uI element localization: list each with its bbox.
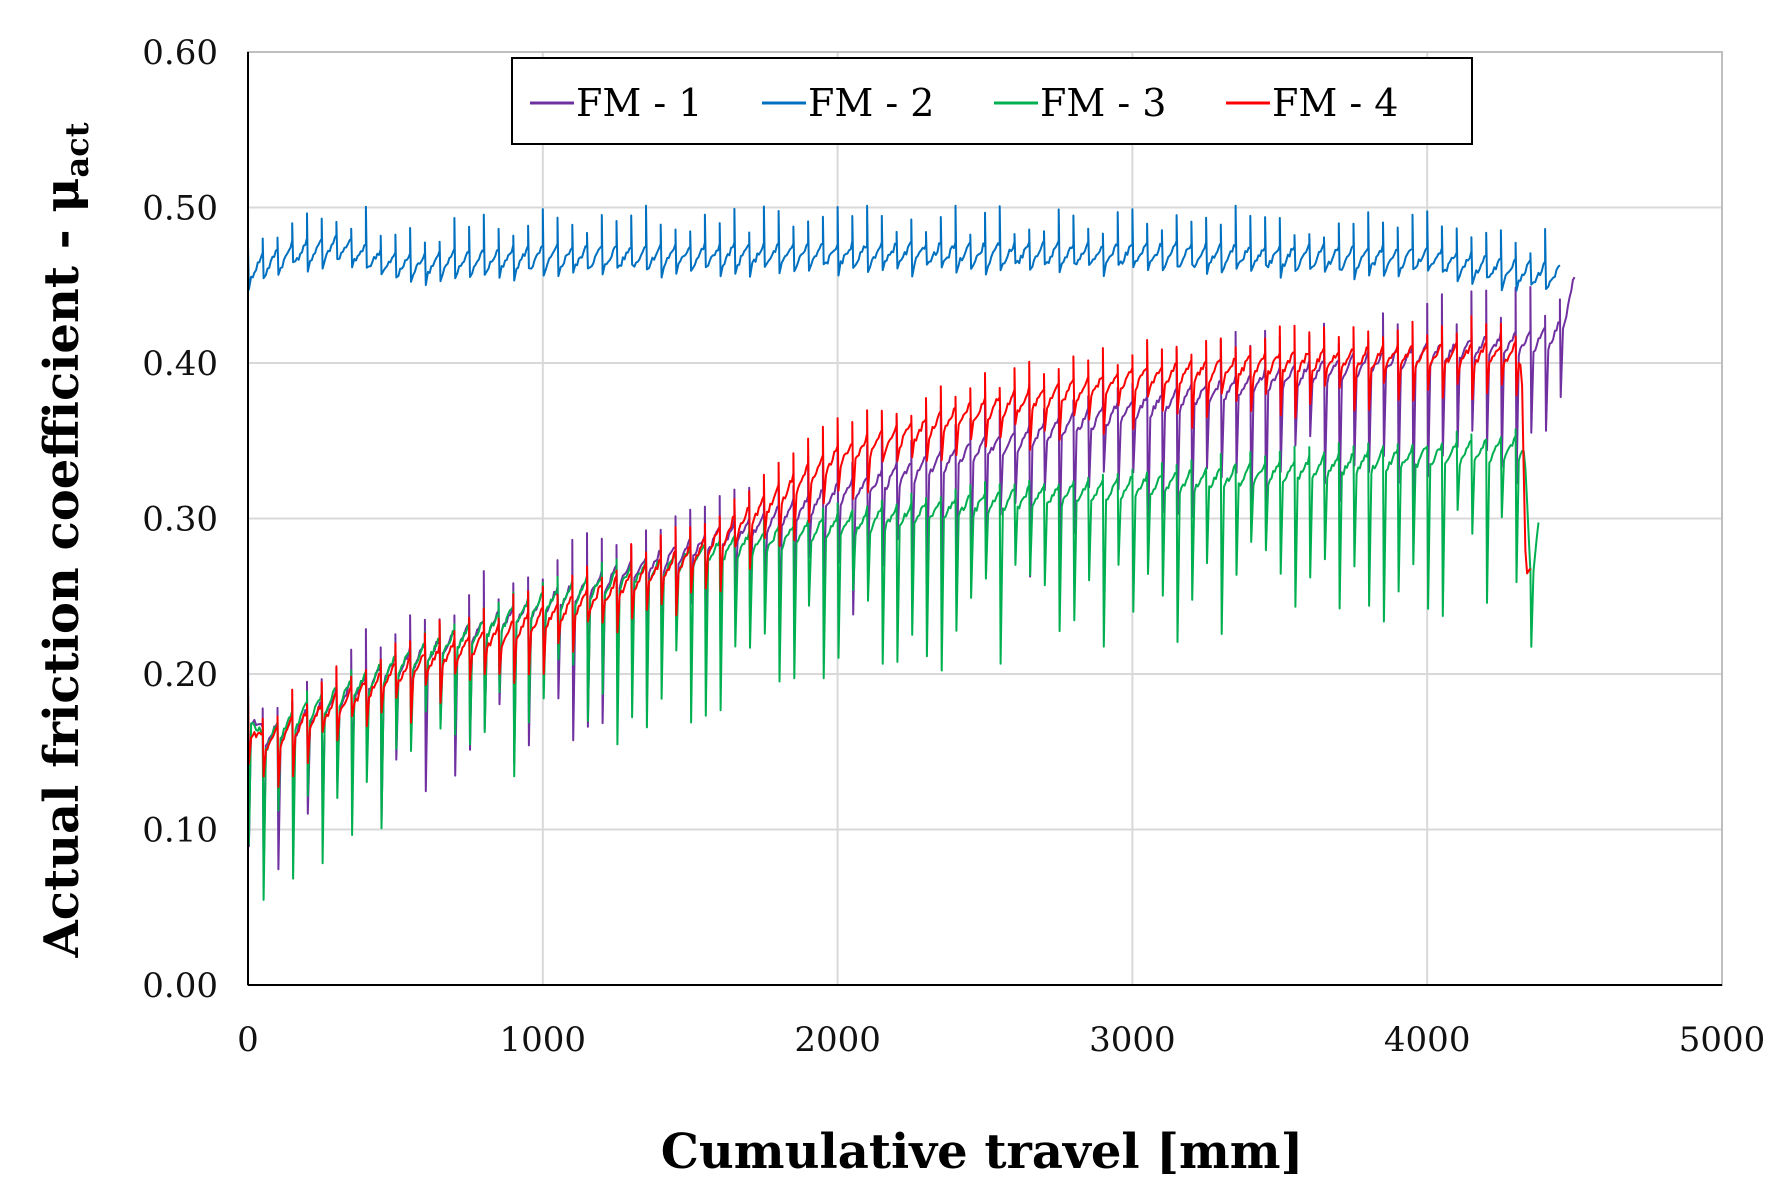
- y-axis-title-main: Actual friction coefficient -: [34, 213, 90, 959]
- y-tick-label: 0.00: [142, 966, 218, 1006]
- x-axis-title: Cumulative travel [mm]: [661, 1124, 1304, 1177]
- x-tick-label: 4000: [1384, 1020, 1471, 1060]
- legend: FM - 1 FM - 2 FM - 3 FM - 4: [511, 57, 1473, 145]
- y-tick-label: 0.40: [142, 344, 218, 384]
- y-tick-label: 0.10: [142, 811, 218, 851]
- legend-box: [511, 57, 1473, 145]
- y-axis-title-subscript: act: [58, 122, 96, 177]
- y-tick-label: 0.50: [142, 189, 218, 229]
- series-line-fm-2: [247, 204, 1561, 292]
- y-axis-title-symbol: μ: [34, 178, 90, 213]
- y-tick-label: 0.30: [142, 500, 218, 540]
- y-tick-label: 0.20: [142, 655, 218, 695]
- legend-label-fm-2: FM - 2: [808, 81, 934, 125]
- series-line-fm-3: [247, 428, 1540, 901]
- axes: [247, 51, 1723, 986]
- x-tick-label: 3000: [1089, 1020, 1176, 1060]
- legend-label-fm-4: FM - 4: [1272, 81, 1398, 125]
- x-tick-label: 0: [237, 1020, 259, 1060]
- legend-label-fm-3: FM - 3: [1040, 81, 1166, 125]
- legend-label-fm-1: FM - 1: [576, 81, 702, 125]
- series-line-fm-4: [247, 315, 1532, 788]
- y-axis-title: Actual friction coefficient - μact: [34, 122, 96, 958]
- y-tick-label: 0.60: [142, 33, 218, 73]
- series-layer: [247, 204, 1576, 901]
- x-tick-label: 2000: [794, 1020, 881, 1060]
- x-tick-label: 1000: [500, 1020, 587, 1060]
- x-tick-label: 5000: [1679, 1020, 1766, 1060]
- tick-labels: 0.00 0.10 0.20 0.30 0.40 0.50 0.60 0 1000 2000 300…: [142, 33, 1765, 1060]
